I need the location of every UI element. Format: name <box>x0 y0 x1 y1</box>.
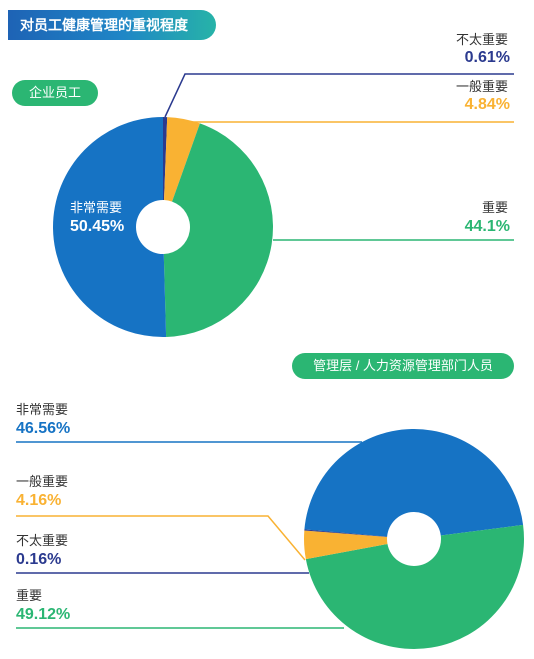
chart2-value-somewhat-important: 4.16% <box>16 492 62 509</box>
page-title: 对员工健康管理的重视程度 <box>8 10 216 40</box>
chart1-value-very-important: 50.45% <box>70 218 125 235</box>
chart1-donut <box>52 117 273 337</box>
chart2-title-pill: 管理层 / 人力资源管理部门人员 <box>292 353 514 379</box>
chart1-slice-very-important <box>52 117 167 337</box>
chart1-value-somewhat-important: 4.84% <box>464 96 510 113</box>
chart1-slice-important <box>163 123 273 337</box>
chart1-value-not-important: 0.61% <box>464 49 510 66</box>
chart1-leader-not-important <box>164 73 514 118</box>
chart2-label-important: 重要 <box>16 588 43 603</box>
chart2-slice-somewhat-important <box>304 530 388 560</box>
chart2-leader-somewhat-important <box>16 515 306 561</box>
leader-lines <box>16 73 514 629</box>
chart2-label-somewhat-important: 一般重要 <box>16 474 69 489</box>
chart1-label-not-important: 不太重要 <box>455 32 508 47</box>
chart1-label-somewhat-important: 一般重要 <box>455 79 508 94</box>
chart2-slice-important <box>305 524 524 649</box>
chart1-label-very-important: 非常需要 <box>70 200 123 215</box>
chart1-slice-not-important <box>163 117 168 201</box>
chart1-label-important: 重要 <box>481 200 508 215</box>
chart2-value-important: 49.12% <box>16 606 71 623</box>
chart1-slice-somewhat-important <box>164 117 200 202</box>
chart1-title-pill: 企业员工 <box>12 80 98 106</box>
chart2-donut <box>304 428 524 649</box>
chart2-value-very-important: 46.56% <box>16 420 71 437</box>
chart2-value-not-important: 0.16% <box>16 551 62 568</box>
chart2-label-not-important: 不太重要 <box>16 533 69 548</box>
chart2-label-very-important: 非常需要 <box>16 402 69 417</box>
chart1-value-important: 44.1% <box>464 218 510 235</box>
chart2-slice-very-important <box>304 428 524 537</box>
chart2-slice-not-important <box>304 529 388 537</box>
